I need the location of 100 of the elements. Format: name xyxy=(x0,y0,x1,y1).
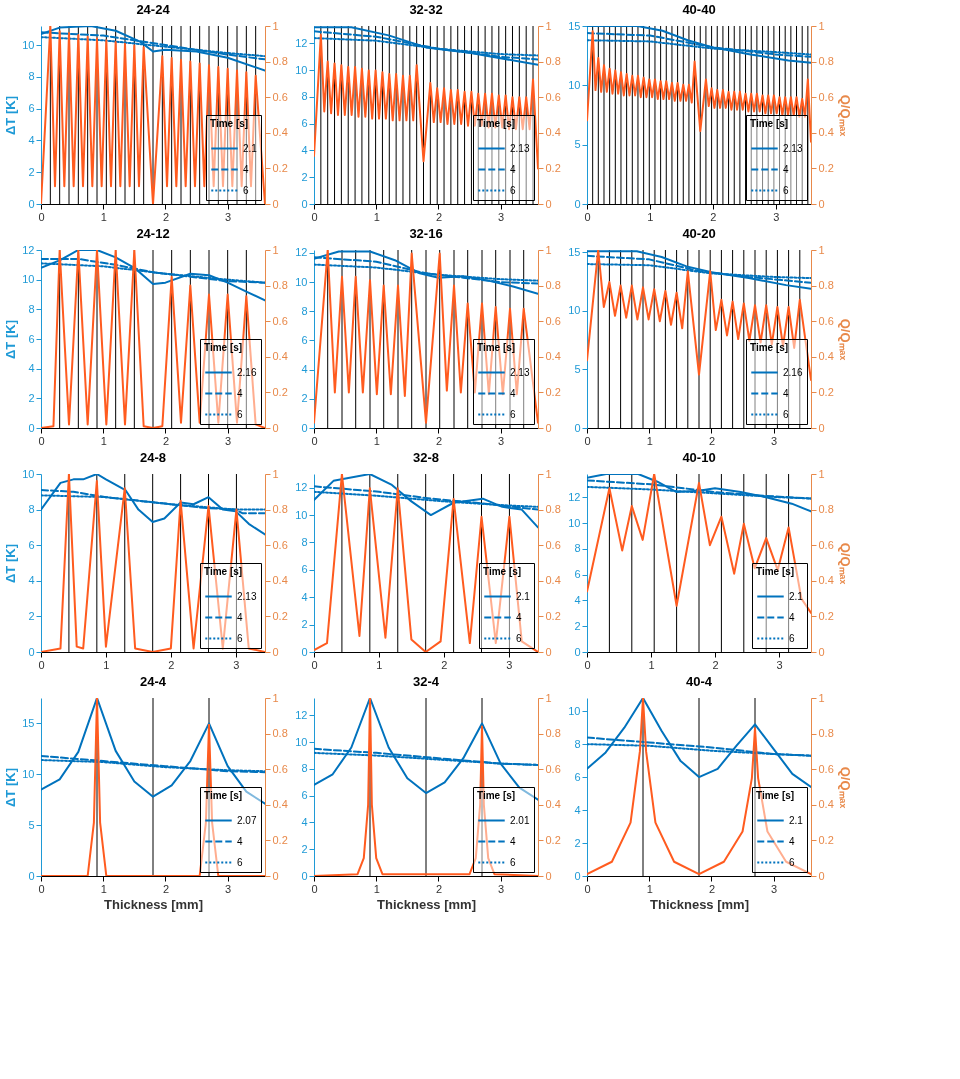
y-tick-label: 8 xyxy=(301,762,308,775)
chart-title: 40-4 xyxy=(685,674,713,689)
legend-label: 6 xyxy=(783,408,789,420)
x-tick-label: 3 xyxy=(225,882,232,895)
legend-title: Time [s] xyxy=(756,566,795,577)
x-tick-label: 3 xyxy=(498,882,505,895)
y2-tick-label: 0.6 xyxy=(272,538,288,551)
y-tick-label: 5 xyxy=(574,362,581,375)
y2-tick-label: 0.8 xyxy=(818,503,834,516)
legend-label: 6 xyxy=(237,856,243,868)
y2-tick-label: 0.4 xyxy=(545,574,561,587)
x-tick-label: 3 xyxy=(233,658,240,671)
y-tick-label: 6 xyxy=(28,102,35,115)
y2-tick-label: 0.8 xyxy=(272,55,288,68)
y-tick-label: 8 xyxy=(574,542,581,555)
y2-tick-label: 0.4 xyxy=(545,126,561,139)
x-tick-label: 2 xyxy=(441,658,448,671)
y2-tick-label: 1 xyxy=(818,691,825,704)
x-tick-label: 3 xyxy=(771,434,778,447)
x-tick-label: 0 xyxy=(38,658,45,671)
y2-tick-label: 0.4 xyxy=(272,574,288,587)
y2-tick-label: 0 xyxy=(545,197,552,210)
y-tick-label: 6 xyxy=(301,563,308,576)
legend-label: 2.16 xyxy=(237,366,257,378)
y-tick-label: 2 xyxy=(301,170,308,183)
y-tick-label: 0 xyxy=(301,869,308,882)
y2-tick-label: 0.4 xyxy=(272,350,288,363)
y2-tick-label: 0 xyxy=(272,197,279,210)
x-tick-label: 0 xyxy=(584,434,591,447)
y-tick-label: 10 xyxy=(568,304,581,317)
chart-title: 32-16 xyxy=(409,226,443,241)
y-tick-label: 6 xyxy=(28,538,35,551)
chart-title: 32-32 xyxy=(409,2,443,17)
x-tick-label: 1 xyxy=(376,658,383,671)
x-tick-label: 0 xyxy=(584,882,591,895)
y-tick-label: 8 xyxy=(301,535,308,548)
x-tick-label: 0 xyxy=(38,434,45,447)
y2-tick-label: 1 xyxy=(818,467,825,480)
x-tick-label: 0 xyxy=(38,882,45,895)
legend-label: 2.13 xyxy=(783,142,803,154)
y-tick-label: 10 xyxy=(295,275,308,288)
legend-label: 4 xyxy=(789,835,795,847)
y-tick-label: 12 xyxy=(295,246,308,259)
x-tick-label: 2 xyxy=(435,882,443,895)
chart-title: 40-40 xyxy=(682,2,716,17)
y2-tick-label: 0 xyxy=(818,421,825,434)
y-tick-label: 15 xyxy=(22,716,35,729)
y2-tick-label: 0.6 xyxy=(545,538,561,551)
legend-title: Time [s] xyxy=(204,342,243,353)
legend-label: 6 xyxy=(789,856,795,868)
y-tick-label: 2 xyxy=(574,619,581,632)
y-tick-label: 10 xyxy=(295,508,308,521)
y2-tick-label: 0 xyxy=(818,645,825,658)
y-tick-label: 2 xyxy=(574,836,581,849)
x-tick-label: 1 xyxy=(373,434,380,447)
x-tick-label: 3 xyxy=(506,658,513,671)
y-tick-label: 8 xyxy=(301,304,308,317)
y-tick-label: 4 xyxy=(301,590,308,603)
y2-tick-label: 1 xyxy=(272,691,279,704)
y2-tick-label: 0.4 xyxy=(818,126,834,139)
y-tick-label: 4 xyxy=(301,143,308,156)
y2-tick-label: 0.4 xyxy=(545,350,561,363)
x-tick-label: 0 xyxy=(584,658,591,671)
y2-tick-label: 1 xyxy=(545,467,552,480)
y2-tick-label: 0.2 xyxy=(545,385,561,398)
y-tick-label: 0 xyxy=(301,421,308,434)
x-tick-label: 1 xyxy=(103,658,110,671)
y-axis-title: ΔT [K] xyxy=(3,96,19,135)
x-axis-title: Thickness [mm] xyxy=(650,896,749,912)
legend-title: Time [s] xyxy=(204,566,243,577)
y2-tick-label: 0.2 xyxy=(818,385,834,398)
y-tick-label: 4 xyxy=(28,574,35,587)
y-tick-label: 0 xyxy=(28,421,35,434)
y2-tick-label: 0.6 xyxy=(818,762,834,775)
legend-label: 4 xyxy=(510,163,516,175)
y-tick-label: 10 xyxy=(295,63,308,76)
y-tick-label: 4 xyxy=(301,815,308,828)
x-tick-label: 0 xyxy=(311,434,318,447)
x-tick-label: 2 xyxy=(435,434,443,447)
x-tick-label: 3 xyxy=(498,434,505,447)
legend-label: 6 xyxy=(510,184,516,196)
y2-axis-title: Q/Qₘₐₓ xyxy=(837,542,853,585)
y2-tick-label: 0.8 xyxy=(818,279,834,292)
y2-tick-label: 0.8 xyxy=(818,55,834,68)
y-tick-label: 0 xyxy=(301,197,308,210)
y2-axis-title: Q/Qₘₐₓ xyxy=(837,766,853,809)
legend-label: 2.13 xyxy=(510,142,530,154)
y-tick-label: 8 xyxy=(301,90,308,103)
y-tick-label: 8 xyxy=(574,737,581,750)
y-tick-label: 6 xyxy=(301,789,308,802)
legend-title: Time [s] xyxy=(750,118,789,129)
x-tick-label: 1 xyxy=(100,434,107,447)
y-tick-label: 2 xyxy=(28,609,35,622)
x-tick-label: 3 xyxy=(225,434,232,447)
y-tick-label: 10 xyxy=(568,704,581,717)
y2-tick-label: 0.8 xyxy=(545,727,561,740)
y2-tick-label: 0.6 xyxy=(272,90,288,103)
y-tick-label: 4 xyxy=(574,593,581,606)
legend-label: 2.1 xyxy=(789,814,804,826)
legend-label: 4 xyxy=(237,835,243,847)
